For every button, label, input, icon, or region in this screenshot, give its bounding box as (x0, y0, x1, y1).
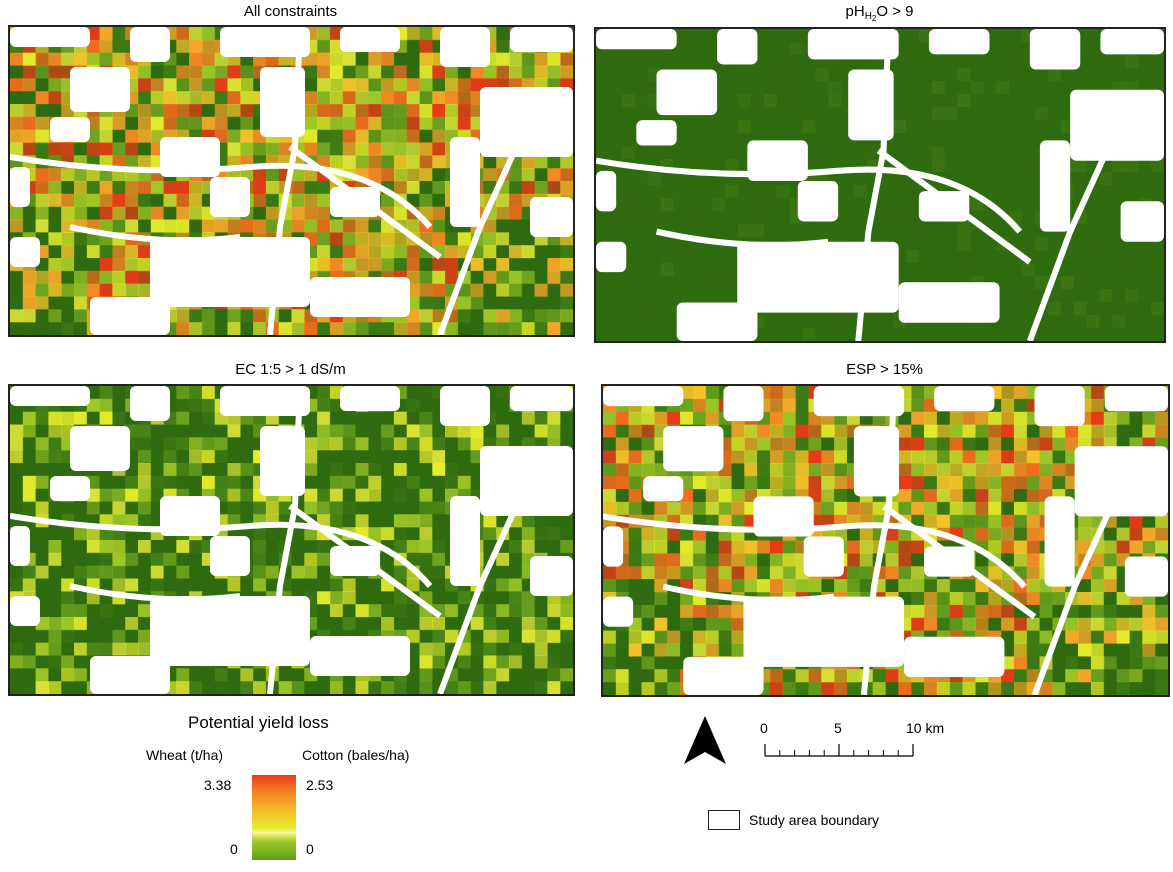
map-panel-all-constraints (8, 25, 575, 337)
scale-bar-ticks (764, 744, 914, 757)
legend-title: Potential yield loss (188, 713, 329, 732)
study-area-boundary-swatch (708, 810, 740, 830)
map-canvas (10, 27, 573, 335)
map-panel-ec (8, 384, 575, 696)
legend-cotton-max: 2.53 (306, 777, 334, 793)
map-panel-esp (601, 384, 1170, 697)
scale-label-10: 10 km (906, 720, 945, 736)
legend-wheat-min: 0 (230, 841, 238, 857)
scale-label-0: 0 (760, 720, 768, 736)
legend-cotton-min: 0 (306, 841, 314, 857)
map-canvas (10, 386, 573, 694)
map-panel-ph (594, 27, 1166, 343)
legend-wheat-max: 3.38 (204, 777, 232, 793)
panel-title-ph: pHH2O > 9 (845, 3, 914, 23)
legend-color-ramp (252, 775, 296, 860)
panel-title-all-constraints: All constraints (243, 3, 338, 20)
legend-wheat-label: Wheat (t/ha) (146, 747, 224, 763)
legend-cotton-label: Cotton (bales/ha) (302, 747, 410, 763)
scale-bar: 0 5 10 km (758, 718, 958, 758)
map-canvas (603, 386, 1168, 695)
map-canvas (596, 29, 1164, 341)
panel-title-esp: ESP > 15% (846, 361, 923, 378)
panel-title-ec: EC 1:5 > 1 dS/m (235, 361, 346, 378)
study-area-boundary-label: Study area boundary (749, 812, 879, 828)
north-arrow-icon (684, 716, 726, 764)
scale-label-5: 5 (834, 720, 842, 736)
